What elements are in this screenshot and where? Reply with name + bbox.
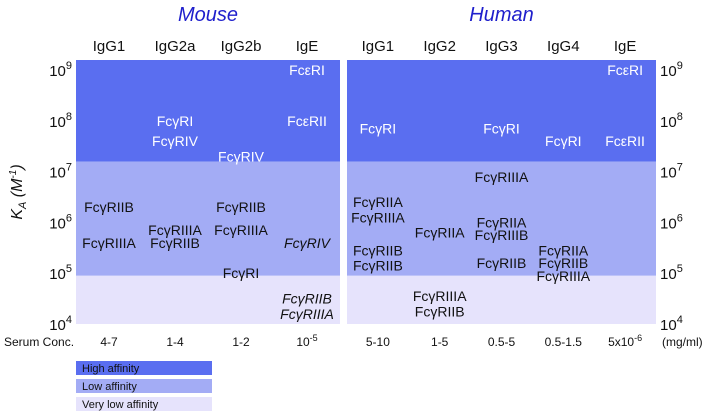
receptor-label: FcγRIIB xyxy=(216,199,266,215)
receptor-label: FcγRI xyxy=(157,113,194,129)
receptor-label: FcγRIIB xyxy=(477,255,527,271)
serum-conc-value: 4-7 xyxy=(100,335,118,349)
column-header: IgG2 xyxy=(423,38,456,55)
column-header: IgG4 xyxy=(547,38,580,55)
y-tick-label: 106 xyxy=(660,212,683,232)
receptor-labels: FcγRIIBFcγRIIIAFcγRIFcγRIVFcγRIIIAFcγRII… xyxy=(82,62,645,322)
receptor-label: FcγRIIIA xyxy=(148,222,202,238)
panel-title-human: Human xyxy=(469,4,533,26)
y-axis-title: KA (M-1) xyxy=(8,164,29,219)
y-axis-left: 104 105 106 107 108 109 KA (M-1) xyxy=(8,60,72,334)
receptor-label: FcγRIIB xyxy=(415,303,465,319)
legend: High affinity Low affinity Very low affini… xyxy=(76,361,212,411)
receptor-label: FcεRI xyxy=(607,62,643,78)
receptor-label: FcγRI xyxy=(483,121,520,137)
band-low-affinity-mouse xyxy=(76,161,340,276)
serum-conc-value: 10-5 xyxy=(296,333,317,349)
column-header: IgG2a xyxy=(155,38,197,55)
receptor-label: FcγRIV xyxy=(152,133,199,149)
y-tick-label: 107 xyxy=(660,162,683,182)
receptor-label: FcγRI xyxy=(360,121,397,137)
receptor-label: FcγRIIIA xyxy=(280,306,334,322)
receptor-label: FcγRIIB xyxy=(150,235,200,251)
receptor-label: FcγRIIB xyxy=(84,199,134,215)
receptor-label: FcγRIIB xyxy=(353,242,403,258)
serum-conc-value: 1-2 xyxy=(232,335,250,349)
legend-label: Low affinity xyxy=(82,381,137,393)
serum-conc-label: Serum Conc. xyxy=(4,335,74,349)
band-very-low-affinity-mouse xyxy=(76,275,340,324)
affinity-bands xyxy=(76,60,656,324)
receptor-label: FcγRIIIA xyxy=(475,169,529,185)
column-header: IgG1 xyxy=(93,38,126,55)
y-tick-label: 104 xyxy=(49,314,72,334)
receptor-label: FcγRIIA xyxy=(353,194,403,210)
legend-swatch xyxy=(76,379,212,393)
receptor-label: FcγRIV xyxy=(218,148,265,164)
serum-concentration-row: 4-7 1-4 1-2 10-5 5-10 1-5 0.5-5 0.5-1.5 5x10-6 Se… xyxy=(4,333,703,349)
panel-titles: Mouse Human xyxy=(178,4,534,26)
receptor-label: FcεRII xyxy=(605,133,645,149)
serum-conc-value: 0.5-5 xyxy=(488,335,516,349)
band-high-affinity-mouse xyxy=(76,60,340,162)
band-low-affinity-human xyxy=(347,161,656,276)
y-axis-right: 104 105 106 107 108 109 xyxy=(660,60,683,334)
band-very-low-affinity-human xyxy=(347,275,656,324)
receptor-label: FcγRIIA xyxy=(538,242,588,258)
receptor-label: FcγRIIIA xyxy=(413,288,467,304)
receptor-label: FcγRIIB xyxy=(538,255,588,271)
receptor-label: FcγRIIIA xyxy=(536,268,590,284)
serum-conc-value: 1-5 xyxy=(431,335,449,349)
receptor-label: FcγRIIIA xyxy=(214,222,268,238)
receptor-label: FcγRIIIB xyxy=(475,227,529,243)
receptor-label: FcγRIV xyxy=(284,235,332,251)
y-tick-label: 109 xyxy=(49,60,72,80)
y-tick-label: 108 xyxy=(49,111,72,131)
legend-swatch xyxy=(76,397,212,411)
legend-label: Very low affinity xyxy=(82,399,159,411)
y-tick-label: 108 xyxy=(660,111,683,131)
receptor-label: FcγRIIIA xyxy=(351,209,405,225)
y-tick-label: 104 xyxy=(660,314,683,334)
receptor-label: FcγRIIIA xyxy=(82,235,136,251)
serum-conc-value: 0.5-1.5 xyxy=(545,335,583,349)
receptor-label: FcγRIIB xyxy=(353,258,403,274)
serum-conc-value: 1-4 xyxy=(166,335,184,349)
y-tick-label: 107 xyxy=(49,162,72,182)
column-header: IgE xyxy=(296,38,319,55)
receptor-label: FcγRI xyxy=(545,133,582,149)
column-headers: IgG1 IgG2a IgG2b IgE IgG1 IgG2 IgG3 IgG4 IgE xyxy=(93,38,637,55)
y-tick-label: 105 xyxy=(49,263,72,283)
column-header: IgE xyxy=(614,38,637,55)
y-tick-label: 105 xyxy=(660,263,683,283)
receptor-label: FcεRII xyxy=(287,113,327,129)
receptor-label: FcγRIIB xyxy=(282,291,332,307)
receptor-label: FcγRI xyxy=(223,265,260,281)
legend-swatch xyxy=(76,361,212,375)
serum-conc-value: 5-10 xyxy=(366,335,390,349)
y-tick-label: 106 xyxy=(49,212,72,232)
column-header: IgG1 xyxy=(362,38,395,55)
band-high-affinity-human xyxy=(347,60,656,162)
receptor-label: FcγRIIA xyxy=(415,225,465,241)
receptor-label: FcεRI xyxy=(289,62,325,78)
receptor-label: FcγRIIA xyxy=(477,214,527,230)
y-tick-label: 109 xyxy=(660,60,683,80)
legend-label: High affinity xyxy=(82,363,140,375)
column-header: IgG2b xyxy=(221,38,262,55)
panel-title-mouse: Mouse xyxy=(178,4,238,26)
serum-conc-unit: (mg/ml) xyxy=(662,335,703,349)
column-header: IgG3 xyxy=(485,38,518,55)
serum-conc-value: 5x10-6 xyxy=(608,333,642,349)
